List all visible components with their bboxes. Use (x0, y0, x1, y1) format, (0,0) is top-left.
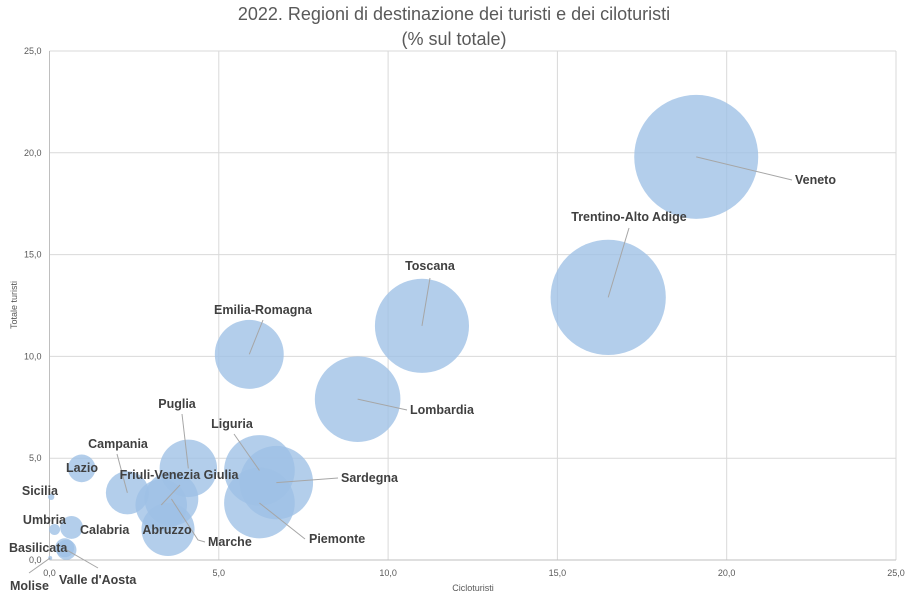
leader-line-emilia-romagna (248, 319, 264, 355)
bubble-calabria (60, 515, 83, 539)
data-label-umbria: Umbria (23, 513, 67, 527)
leader-line-piemonte (259, 502, 306, 540)
data-label-friuli-venezia-giulia: Friuli-Venezia Giulia (120, 468, 240, 482)
data-label-puglia: Puglia (158, 397, 197, 411)
data-label-lombardia: Lombardia (410, 403, 475, 417)
x-tick-label: 15,0 (549, 568, 567, 578)
y-tick-label: 5,0 (29, 453, 42, 463)
leader-line-lombardia (357, 398, 408, 411)
y-tick-label: 15,0 (24, 250, 42, 260)
data-label-lazio: Lazio (66, 461, 98, 475)
leader-line-toscana (421, 277, 431, 326)
data-labels: Veneto Trentino-Alto Adige Toscana Lombardi… (9, 173, 836, 593)
bubble-lazio (67, 454, 96, 483)
y-axis-label: Totale turisti (9, 281, 19, 329)
y-tick-label: 10,0 (24, 351, 42, 361)
data-label-toscana: Toscana (405, 259, 456, 273)
bubble-trentino-alto-adige (550, 239, 666, 355)
data-label-sicilia: Sicilia (22, 484, 59, 498)
leader-line-puglia (181, 413, 189, 469)
leader-line-friuli-venezia-giulia (160, 484, 181, 506)
bubble-umbria (49, 523, 61, 535)
bubble-campania (105, 471, 149, 515)
leader-line-marche (170, 498, 206, 543)
data-label-molise: Molise (10, 579, 49, 593)
data-label-abruzzo: Abruzzo (142, 523, 192, 537)
leader-line-trentino-alto-adige (607, 227, 630, 298)
data-label-campania: Campania (88, 437, 149, 451)
data-label-sardegna: Sardegna (341, 471, 399, 485)
x-axis-label: Cicloturisti (452, 583, 494, 593)
data-label-veneto: Veneto (795, 173, 836, 187)
x-tick-label: 25,0 (887, 568, 905, 578)
y-tick-label: 20,0 (24, 148, 42, 158)
x-tick-label: 0,0 (43, 568, 56, 578)
leader-line-veneto (696, 156, 793, 181)
bubble-sicilia (48, 493, 55, 501)
x-tick-label: 20,0 (718, 568, 736, 578)
x-tick-label: 10,0 (379, 568, 397, 578)
x-tick-label: 5,0 (213, 568, 226, 578)
leader-line-sardegna (276, 477, 339, 484)
leader-line-campania (116, 453, 128, 493)
y-tick-label: 25,0 (24, 46, 42, 56)
data-label-valle-d-aosta: Valle d'Aosta (59, 573, 137, 587)
data-label-marche: Marche (208, 535, 252, 549)
chart-title: 2022. Regioni di destinazione dei turist… (238, 4, 670, 24)
bubbles (48, 94, 759, 560)
data-label-liguria: Liguria (211, 417, 254, 431)
y-tick-label: 0,0 (29, 555, 42, 565)
leader-line-liguria (233, 433, 260, 471)
data-label-calabria: Calabria (80, 523, 130, 537)
bubble-emilia-romagna (214, 319, 284, 389)
data-label-piemonte: Piemonte (309, 532, 365, 546)
data-label-basilicata: Basilicata (9, 541, 68, 555)
data-label-emilia-romagna: Emilia-Romagna (214, 303, 313, 317)
leader-line-molise (28, 557, 51, 574)
leader-lines (28, 156, 793, 574)
data-label-trentino-alto-adige: Trentino-Alto Adige (571, 210, 687, 224)
leader-line-valle-d-aosta (66, 549, 99, 569)
chart-subtitle: (% sul totale) (401, 29, 506, 49)
tick-labels: 0,00,0 5,0 5,0 10,0 10,0 15,0 15,0 20,0 20,0 25,0… (24, 46, 905, 578)
